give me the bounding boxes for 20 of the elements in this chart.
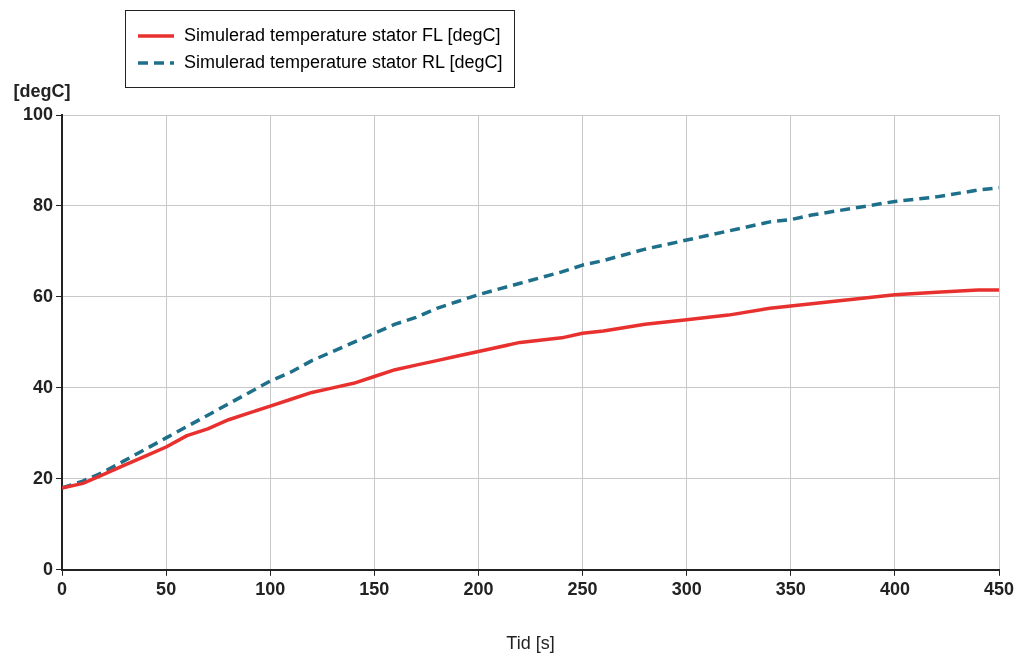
x-tick-label: 50 [156,578,177,599]
legend-label: Simulerad temperature stator FL [degC] [184,25,501,46]
x-axis-title: Tid [s] [506,633,555,654]
x-tick-label: 350 [775,578,806,599]
x-tick-label: 150 [359,578,390,599]
x-tick-label: 200 [463,578,494,599]
y-tick-label: 100 [22,103,54,124]
x-tick-label: 450 [983,578,1015,599]
y-tick-label: 60 [33,285,54,306]
legend-label: Simulerad temperature stator RL [degC] [184,52,503,73]
x-tick-label: 100 [255,578,286,599]
x-tick-label: 400 [879,578,910,599]
y-tick-label: 80 [33,194,54,215]
y-axis-title: [degC] [13,80,71,101]
x-tick-label: 0 [57,578,68,599]
y-tick-label: 20 [33,467,54,488]
x-tick-label: 300 [671,578,702,599]
y-tick-label: 0 [43,558,54,579]
x-tick-label: 250 [567,578,598,599]
y-tick-label: 40 [33,376,54,397]
